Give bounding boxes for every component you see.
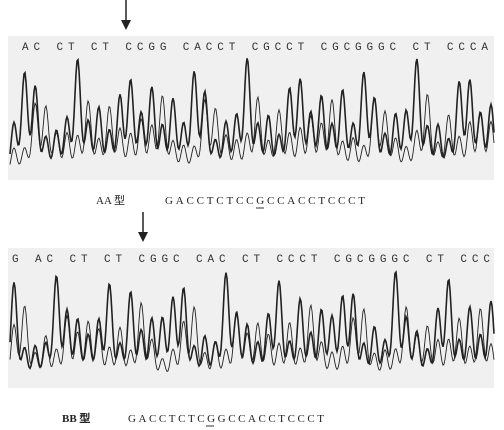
- figure: AC CT CT CCGG CACCT CGCCT CGCGGGC CT CCC…: [0, 0, 504, 430]
- panel-background: [8, 248, 494, 388]
- arrow-head: [121, 20, 131, 30]
- genotype-label: AA 型: [96, 193, 125, 207]
- sequence: GACCTCTCGGCCACCTCCCT: [128, 413, 324, 425]
- trace-letters: AC CT CT CCGG CACCT CGCCT CGCGGGC CT CCC…: [22, 42, 488, 54]
- arrow-head: [138, 232, 148, 242]
- sequence: GACCTCTCCGCCACCTCCCT: [165, 195, 365, 207]
- genotype-label: BB 型: [62, 411, 90, 425]
